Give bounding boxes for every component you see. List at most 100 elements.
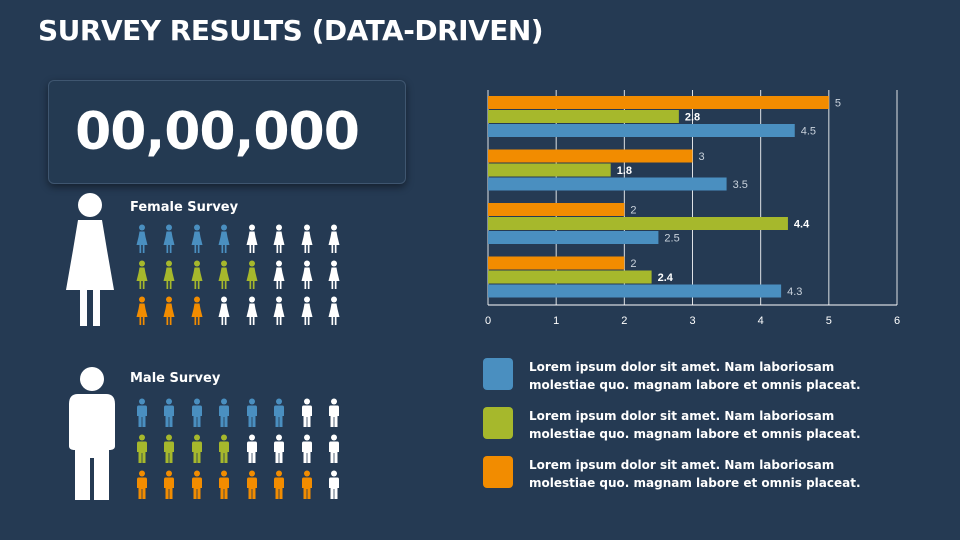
x-tick-label: 6 bbox=[894, 315, 900, 327]
female-figure-icon bbox=[64, 192, 116, 330]
bar-orange bbox=[488, 257, 624, 270]
male-figure-icon bbox=[66, 366, 118, 504]
bar-green bbox=[488, 271, 652, 284]
counter-box: 00,00,000 bbox=[48, 80, 406, 184]
bar-orange bbox=[488, 150, 693, 163]
person-icon bbox=[293, 260, 321, 296]
legend-item-green: Lorem ipsum dolor sit amet. Nam laborios… bbox=[483, 407, 869, 456]
person-icon bbox=[238, 296, 266, 332]
bar-chart: 0 1 2 3 4 5 6 5 2.8 4.5 3 1.8 3.5 2 4.4 2.5 2 2.4 4.3 bbox=[470, 85, 930, 335]
person-icon bbox=[156, 296, 184, 332]
person-icon bbox=[238, 434, 266, 470]
bar-blue bbox=[488, 285, 781, 298]
person-icon bbox=[293, 398, 321, 434]
counter-value: 00,00,000 bbox=[75, 102, 359, 162]
x-tick-label: 1 bbox=[553, 315, 559, 327]
male-icon-grid bbox=[128, 398, 348, 506]
data-label: 2.8 bbox=[685, 112, 700, 124]
bar-blue bbox=[488, 124, 795, 137]
person-icon bbox=[183, 260, 211, 296]
data-label: 4.4 bbox=[794, 219, 810, 231]
person-icon bbox=[266, 224, 294, 260]
person-icon bbox=[321, 434, 349, 470]
icon-row bbox=[128, 296, 348, 332]
person-icon bbox=[293, 434, 321, 470]
person-icon bbox=[156, 434, 184, 470]
person-icon bbox=[128, 470, 156, 506]
person-icon bbox=[156, 260, 184, 296]
person-icon bbox=[183, 296, 211, 332]
person-icon bbox=[183, 434, 211, 470]
person-icon bbox=[211, 296, 239, 332]
data-label: 2.4 bbox=[658, 272, 674, 284]
person-icon bbox=[321, 296, 349, 332]
person-icon bbox=[183, 398, 211, 434]
legend-text: Lorem ipsum dolor sit amet. Nam laborios… bbox=[529, 456, 869, 492]
person-icon bbox=[211, 260, 239, 296]
data-label: 4.5 bbox=[801, 126, 816, 138]
person-icon bbox=[183, 470, 211, 506]
person-icon bbox=[266, 398, 294, 434]
data-label: 2.5 bbox=[664, 233, 679, 245]
x-tick-label: 2 bbox=[621, 315, 627, 327]
legend-swatch-orange bbox=[483, 456, 513, 488]
person-icon bbox=[321, 470, 349, 506]
bar-orange bbox=[488, 203, 624, 216]
bar-green bbox=[488, 110, 679, 123]
icon-row bbox=[128, 434, 348, 470]
data-label: 3 bbox=[699, 151, 705, 163]
person-icon bbox=[293, 224, 321, 260]
person-icon bbox=[128, 224, 156, 260]
bar-green bbox=[488, 164, 611, 177]
data-label: 2 bbox=[630, 258, 636, 270]
page-title: SURVEY RESULTS (DATA-DRIVEN) bbox=[38, 14, 543, 47]
person-icon bbox=[156, 398, 184, 434]
legend-swatch-green bbox=[483, 407, 513, 439]
person-icon bbox=[238, 398, 266, 434]
bar-orange bbox=[488, 96, 829, 109]
person-icon bbox=[211, 434, 239, 470]
legend-text: Lorem ipsum dolor sit amet. Nam laborios… bbox=[529, 358, 869, 394]
person-icon bbox=[128, 260, 156, 296]
female-icon-grid bbox=[128, 224, 348, 332]
person-icon bbox=[238, 470, 266, 506]
male-survey-label: Male Survey bbox=[130, 371, 220, 386]
legend: Lorem ipsum dolor sit amet. Nam laborios… bbox=[483, 358, 869, 505]
x-tick-label: 0 bbox=[485, 315, 491, 327]
data-label: 5 bbox=[835, 98, 841, 110]
person-icon bbox=[211, 398, 239, 434]
legend-item-blue: Lorem ipsum dolor sit amet. Nam laborios… bbox=[483, 358, 869, 407]
person-icon bbox=[211, 470, 239, 506]
bar-blue bbox=[488, 178, 727, 191]
person-icon bbox=[266, 470, 294, 506]
icon-row bbox=[128, 224, 348, 260]
legend-item-orange: Lorem ipsum dolor sit amet. Nam laborios… bbox=[483, 456, 869, 505]
data-label: 2 bbox=[630, 205, 636, 217]
data-label: 4.3 bbox=[787, 286, 802, 298]
person-icon bbox=[321, 224, 349, 260]
legend-text: Lorem ipsum dolor sit amet. Nam laborios… bbox=[529, 407, 869, 443]
person-icon bbox=[321, 260, 349, 296]
person-icon bbox=[183, 224, 211, 260]
female-survey-label: Female Survey bbox=[130, 200, 238, 215]
icon-row bbox=[128, 260, 348, 296]
x-tick-label: 5 bbox=[826, 315, 832, 327]
person-icon bbox=[238, 224, 266, 260]
person-icon bbox=[266, 260, 294, 296]
data-label: 1.8 bbox=[617, 165, 632, 177]
person-icon bbox=[128, 434, 156, 470]
person-icon bbox=[238, 260, 266, 296]
bar-blue bbox=[488, 231, 658, 244]
person-icon bbox=[266, 296, 294, 332]
person-icon bbox=[211, 224, 239, 260]
person-icon bbox=[156, 470, 184, 506]
person-icon bbox=[293, 296, 321, 332]
bar-green bbox=[488, 217, 788, 230]
legend-swatch-blue bbox=[483, 358, 513, 390]
person-icon bbox=[128, 398, 156, 434]
x-tick-label: 3 bbox=[689, 315, 695, 327]
person-icon bbox=[128, 296, 156, 332]
icon-row bbox=[128, 470, 348, 506]
person-icon bbox=[266, 434, 294, 470]
data-label: 3.5 bbox=[733, 179, 748, 191]
